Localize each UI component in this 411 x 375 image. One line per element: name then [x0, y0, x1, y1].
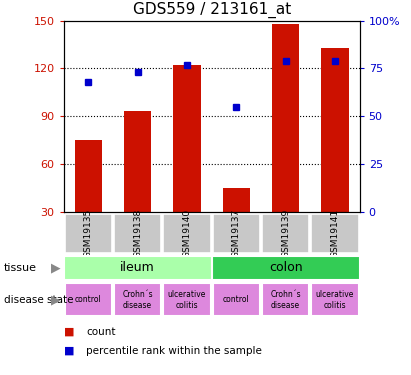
Bar: [212, 214, 260, 253]
Text: ileum: ileum: [120, 261, 155, 274]
Text: ▶: ▶: [51, 293, 60, 306]
Text: Crohn´s
disease: Crohn´s disease: [122, 290, 153, 310]
Bar: [65, 283, 112, 316]
Bar: [114, 283, 162, 316]
Text: GSM19140: GSM19140: [182, 209, 192, 258]
Bar: [272, 24, 299, 212]
Bar: [173, 65, 201, 212]
Bar: [262, 283, 309, 316]
Bar: [64, 255, 212, 280]
Bar: [311, 214, 359, 253]
Text: disease state: disease state: [4, 295, 74, 304]
Bar: [114, 214, 162, 253]
Text: ■: ■: [64, 327, 74, 337]
Bar: [311, 283, 359, 316]
Text: colon: colon: [269, 261, 302, 274]
Text: GSM19135: GSM19135: [84, 209, 93, 258]
Text: percentile rank within the sample: percentile rank within the sample: [86, 346, 262, 355]
Title: GDS559 / 213161_at: GDS559 / 213161_at: [132, 2, 291, 18]
Text: GSM19137: GSM19137: [232, 209, 241, 258]
Text: control: control: [75, 295, 102, 304]
Text: GSM19138: GSM19138: [133, 209, 142, 258]
Text: GSM19139: GSM19139: [281, 209, 290, 258]
Text: tissue: tissue: [4, 263, 37, 273]
Bar: [163, 283, 211, 316]
Bar: [223, 188, 250, 212]
Bar: [321, 48, 349, 212]
Bar: [212, 255, 360, 280]
Text: ulcerative
colitis: ulcerative colitis: [168, 290, 206, 310]
Text: ulcerative
colitis: ulcerative colitis: [316, 290, 354, 310]
Bar: [262, 214, 309, 253]
Bar: [65, 214, 112, 253]
Text: ▶: ▶: [51, 261, 60, 274]
Text: GSM19141: GSM19141: [330, 209, 339, 258]
Text: count: count: [86, 327, 116, 337]
Text: ■: ■: [64, 346, 74, 355]
Text: Crohn´s
disease: Crohn´s disease: [270, 290, 301, 310]
Bar: [212, 283, 260, 316]
Bar: [163, 214, 211, 253]
Text: control: control: [223, 295, 250, 304]
Bar: [124, 111, 151, 212]
Bar: [75, 140, 102, 212]
